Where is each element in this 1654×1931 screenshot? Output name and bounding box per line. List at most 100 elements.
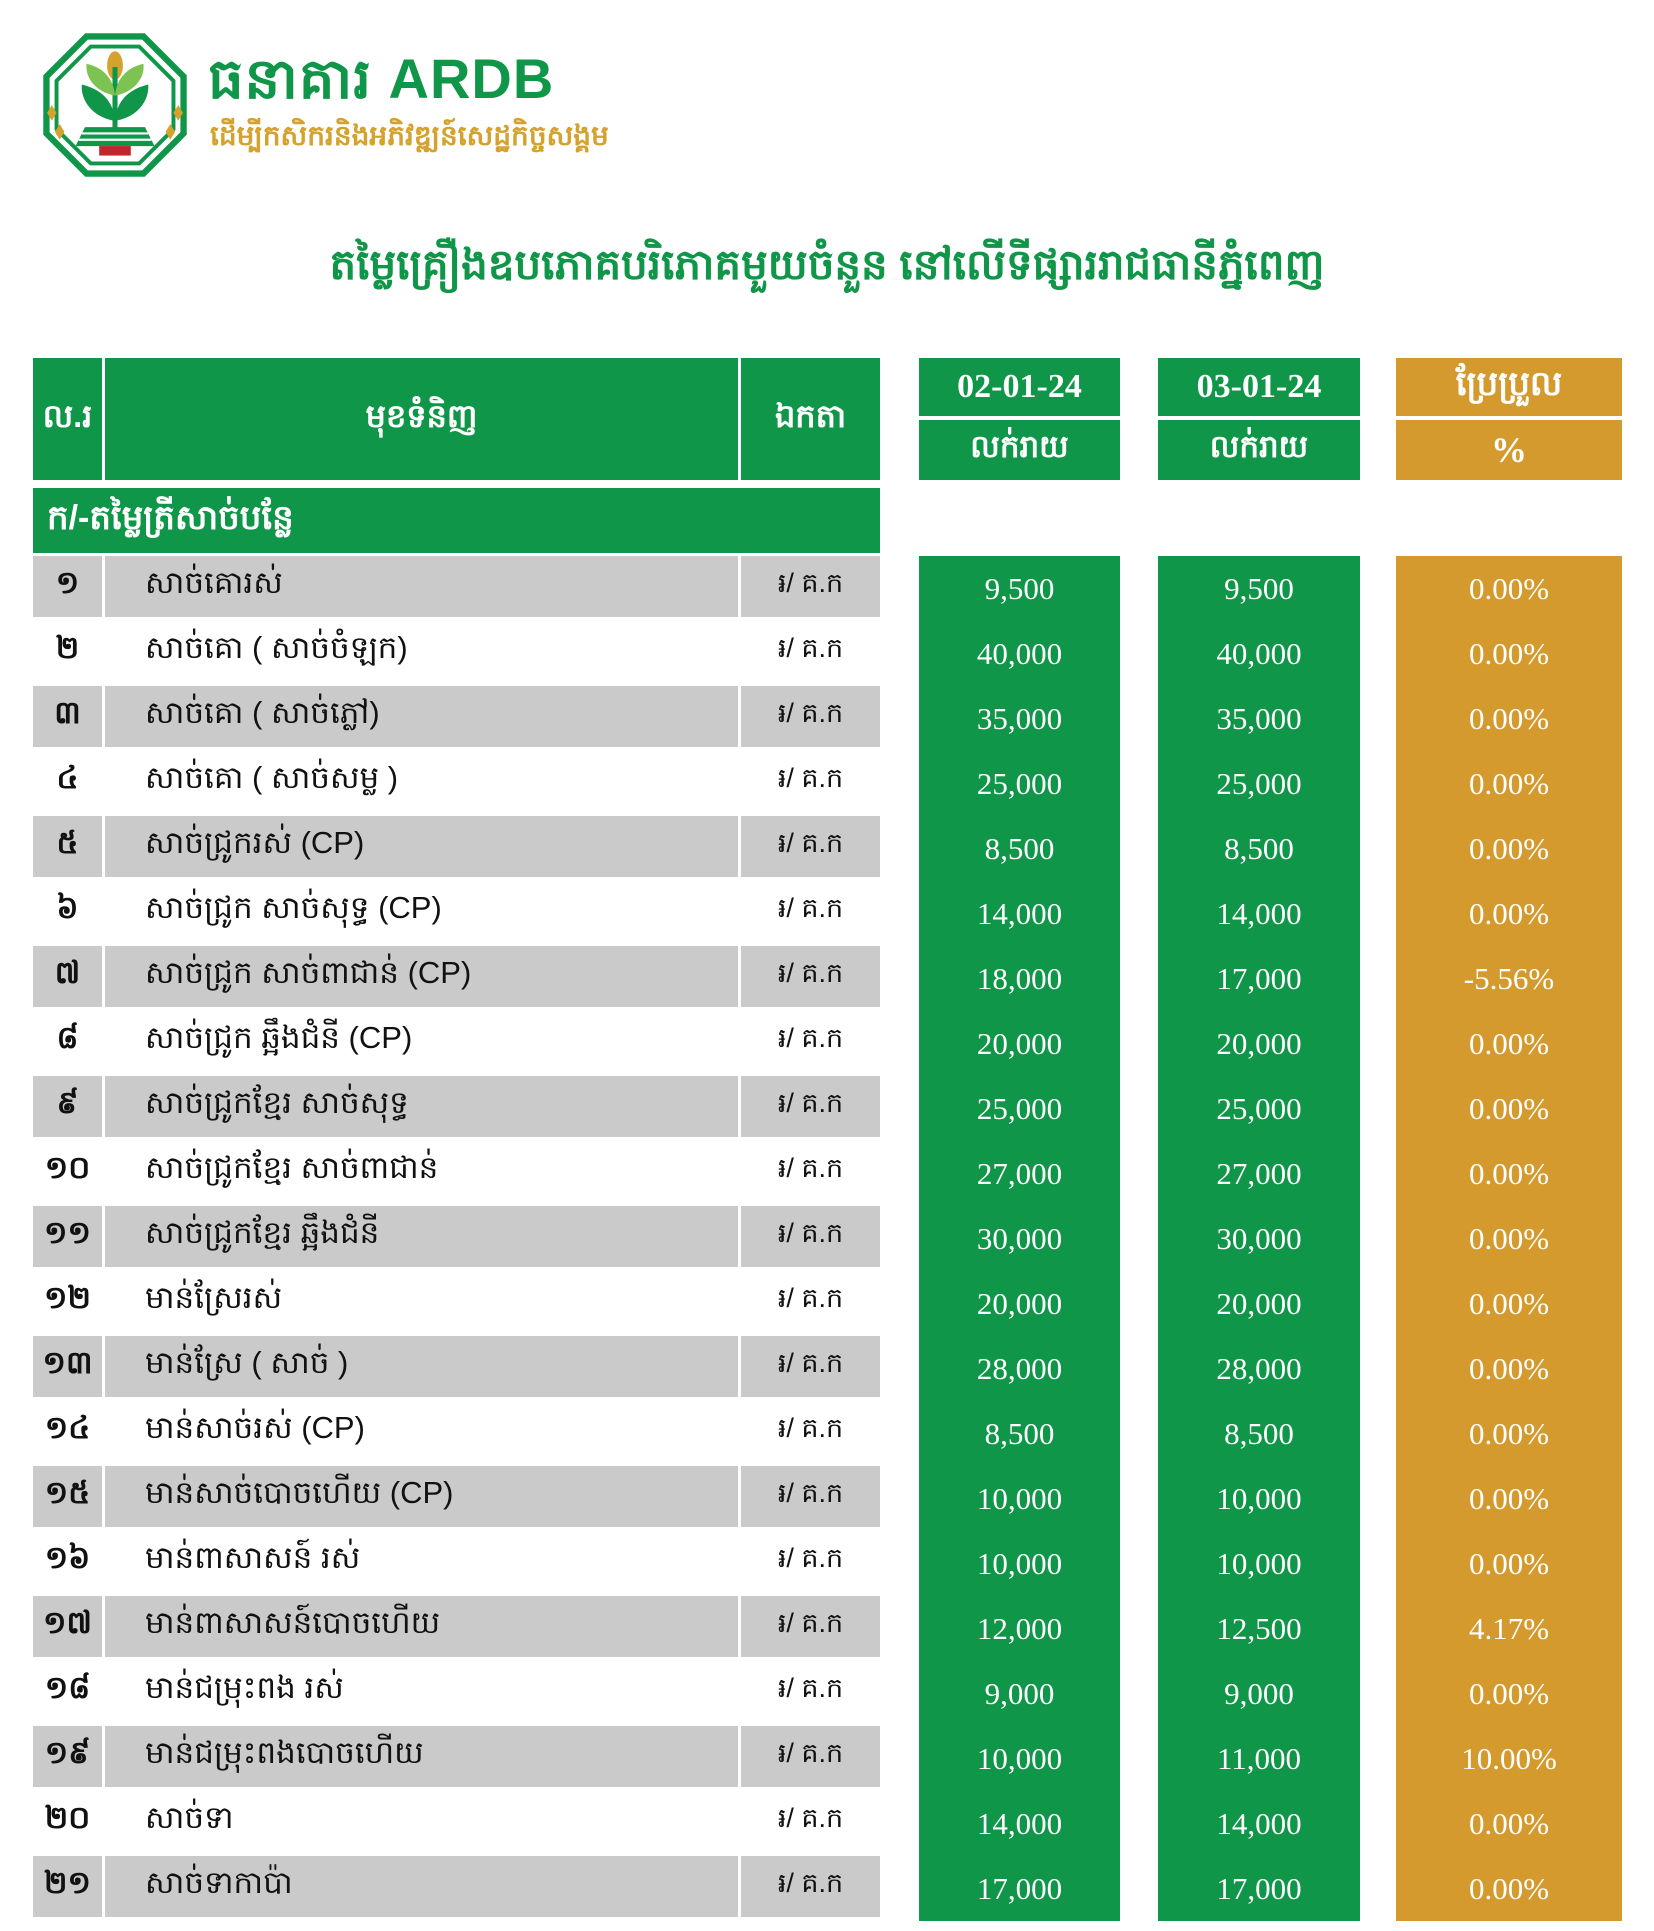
price-value-day1: 30,000 (976, 1220, 1063, 1256)
row-item-name: សាច់ទាកាប៉ា (105, 1856, 741, 1917)
row-item-name: មាន់សាច់រស់ (CP) (105, 1401, 741, 1462)
price-col-1: 9,500 40,000 35,000 25,000 8,500 14,000 18,000… (919, 556, 1120, 1921)
header-change: ប្រែប្រួល % (1396, 358, 1622, 480)
row-number: ១៨ (33, 1661, 105, 1722)
price-value-day2: 17,000 (1216, 960, 1302, 996)
price-value-day2: 10,000 (1216, 1480, 1302, 1516)
price-value-day2: 14,000 (1216, 895, 1302, 931)
price-value-day2: 30,000 (1216, 1220, 1302, 1256)
row-item-name: មាន់សាច់បោចហើយ (CP) (105, 1466, 741, 1527)
row-item-name: មាន់ស្រែ ( សាច់ ) (105, 1336, 741, 1397)
table-row: ៧សាច់ជ្រូក សាច់ពាជាន់ (CP) ៛/ គ.ក (33, 946, 880, 1011)
row-unit: ៛/ គ.ក (777, 1478, 844, 1508)
table-row: ១៣ មាន់ស្រែ ( សាច់ ) ៛/ គ.ក (33, 1336, 880, 1401)
change-percent-value: 0.00% (1468, 1805, 1550, 1841)
change-percent-value: 10.00% (1461, 1740, 1557, 1776)
row-item-name: សាច់គោរស់ (105, 556, 741, 617)
price-value-day1: 35,000 (976, 700, 1063, 736)
price-value-day1: 12,000 (976, 1610, 1063, 1646)
price-value-day1: 18,000 (976, 960, 1063, 996)
percent-label: % (1491, 430, 1527, 470)
price-value-day2: 8,500 (1224, 830, 1294, 866)
retail-1-label: លក់រាយ (970, 428, 1069, 464)
table-row: ១សាច់គោរស់ ៛/ គ.ក (33, 556, 880, 621)
price-value-day2: 17,000 (1216, 1870, 1302, 1906)
price-value-day1: 28,000 (976, 1350, 1063, 1386)
row-item-name: សាច់ជ្រូករស់ (CP) (105, 816, 741, 877)
row-item-name: សាច់គោ ( សាច់ចំឡក) (105, 621, 741, 682)
price-value-day1: 40,000 (976, 635, 1063, 671)
change-percent-value: 0.00% (1468, 1675, 1550, 1711)
row-number: ២១ (33, 1856, 105, 1917)
price-value-day1: 10,000 (976, 1740, 1063, 1776)
price-value-day2: 12,500 (1216, 1610, 1302, 1646)
row-number: ៥ (33, 816, 105, 877)
price-value-day2: 20,000 (1216, 1025, 1302, 1061)
row-item-name: មាន់ជម្រុះពងបោចហើយ (105, 1726, 741, 1787)
price-value-day1: 10,000 (976, 1480, 1063, 1516)
change-label: ប្រែប្រួល (1396, 358, 1622, 420)
row-unit: ៛/ គ.ក (777, 1738, 844, 1768)
header-date-2: 03-01-24 លក់រាយ (1158, 358, 1360, 480)
row-item-name: សាច់ជ្រូកខ្មែរ សាច់សុទ្ធ (105, 1076, 741, 1137)
ardb-logo-icon (36, 26, 194, 184)
row-unit: ៛/ គ.ក (777, 1543, 844, 1573)
bank-tagline: ដើម្បីកសិករនិងអភិវឌ្ឍន៍សេដ្ឋកិច្ចសង្គម (210, 120, 609, 151)
row-item-name: មាន់ពាសាសន៍ រស់ (105, 1531, 741, 1592)
table-row: ១៨ មាន់ជម្រុះពង រស់ ៛/ គ.ក (33, 1661, 880, 1726)
header-unit: ឯកតា (774, 397, 847, 434)
price-value-day1: 8,500 (984, 830, 1055, 866)
price-value-day1: 8,500 (984, 1415, 1055, 1451)
price-value-day1: 20,000 (976, 1025, 1063, 1061)
change-percent-value: 0.00% (1468, 1090, 1550, 1126)
change-percent-value: 0.00% (1468, 570, 1550, 606)
row-unit: ៛/ គ.ក (777, 568, 844, 598)
row-unit: ៛/ គ.ក (777, 1803, 844, 1833)
change-percent-value: 0.00% (1468, 1545, 1550, 1581)
row-number: ៧ (33, 946, 105, 1007)
table-row: ៨សាច់ជ្រូក ឆ្អឹងជំនី (CP) ៛/ គ.ក (33, 1011, 880, 1076)
change-percent-value: 0.00% (1468, 830, 1550, 866)
change-percent-value: 0.00% (1468, 700, 1550, 736)
row-number: ៨ (33, 1011, 105, 1072)
price-value-day2: 20,000 (1216, 1285, 1302, 1321)
table-row: ២សាច់គោ ( សាច់ចំឡក) ៛/ គ.ក (33, 621, 880, 686)
change-percent-value: 0.00% (1468, 1285, 1550, 1321)
row-number: ២០ (33, 1791, 105, 1852)
table-row: ៣សាច់គោ ( សាច់ភ្លៅ) ៛/ គ.ក (33, 686, 880, 751)
price-value-day2: 27,000 (1216, 1155, 1302, 1191)
table-row: ៩សាច់ជ្រូកខ្មែរ សាច់សុទ្ធ ៛/ គ.ក (33, 1076, 880, 1141)
row-item-name: មាន់ស្រែរស់ (105, 1271, 741, 1332)
table-row: ១០ សាច់ជ្រូកខ្មែរ សាច់ពាជាន់ ៛/ គ.ក (33, 1141, 880, 1206)
change-percent-value: -5.56% (1463, 960, 1555, 996)
header-date-1: 02-01-24 លក់រាយ (919, 358, 1120, 480)
change-percent-value: 0.00% (1468, 895, 1550, 931)
price-value-day1: 17,000 (976, 1870, 1063, 1906)
row-unit: ៛/ គ.ក (777, 1218, 844, 1248)
table-row: ១១ សាច់ជ្រូកខ្មែរ ឆ្អឹងជំនី ៛/ គ.ក (33, 1206, 880, 1271)
row-unit: ៛/ គ.ក (777, 1023, 844, 1053)
price-value-day2: 40,000 (1216, 635, 1302, 671)
date-2-label: 03-01-24 (1158, 358, 1360, 420)
row-item-name: សាច់គោ ( សាច់សម្ល ) (105, 751, 741, 812)
price-value-day1: 25,000 (976, 1090, 1063, 1126)
row-item-name: សាច់ជ្រូក សាច់ពាជាន់ (CP) (105, 946, 741, 1007)
row-item-name: សាច់ជ្រូក សាច់សុទ្ធ (CP) (105, 881, 741, 942)
price-value-day2: 25,000 (1216, 765, 1302, 801)
page-title: តម្លៃគ្រឿងឧបភោគបរិភោគមួយចំនួន នៅលើទីផ្សា… (329, 241, 1325, 288)
price-value-day2: 14,000 (1216, 1805, 1302, 1841)
row-unit: ៛/ គ.ក (777, 1608, 844, 1638)
row-number: ១៩ (33, 1726, 105, 1787)
change-percent-value: 0.00% (1468, 1025, 1550, 1061)
price-value-day2: 10,000 (1216, 1545, 1302, 1581)
price-value-day2: 25,000 (1216, 1090, 1302, 1126)
row-unit: ៛/ គ.ក (777, 1283, 844, 1313)
price-value-day2: 9,500 (1224, 570, 1294, 606)
change-percent-value: 0.00% (1468, 1480, 1550, 1516)
header-no: ល.រ (33, 358, 105, 480)
row-unit: ៛/ គ.ក (777, 633, 844, 663)
row-number: ៤ (33, 751, 105, 812)
row-number: ១៥ (33, 1466, 105, 1527)
table-header: ល.រ មុខទំនិញ ឯកតា (33, 358, 880, 480)
